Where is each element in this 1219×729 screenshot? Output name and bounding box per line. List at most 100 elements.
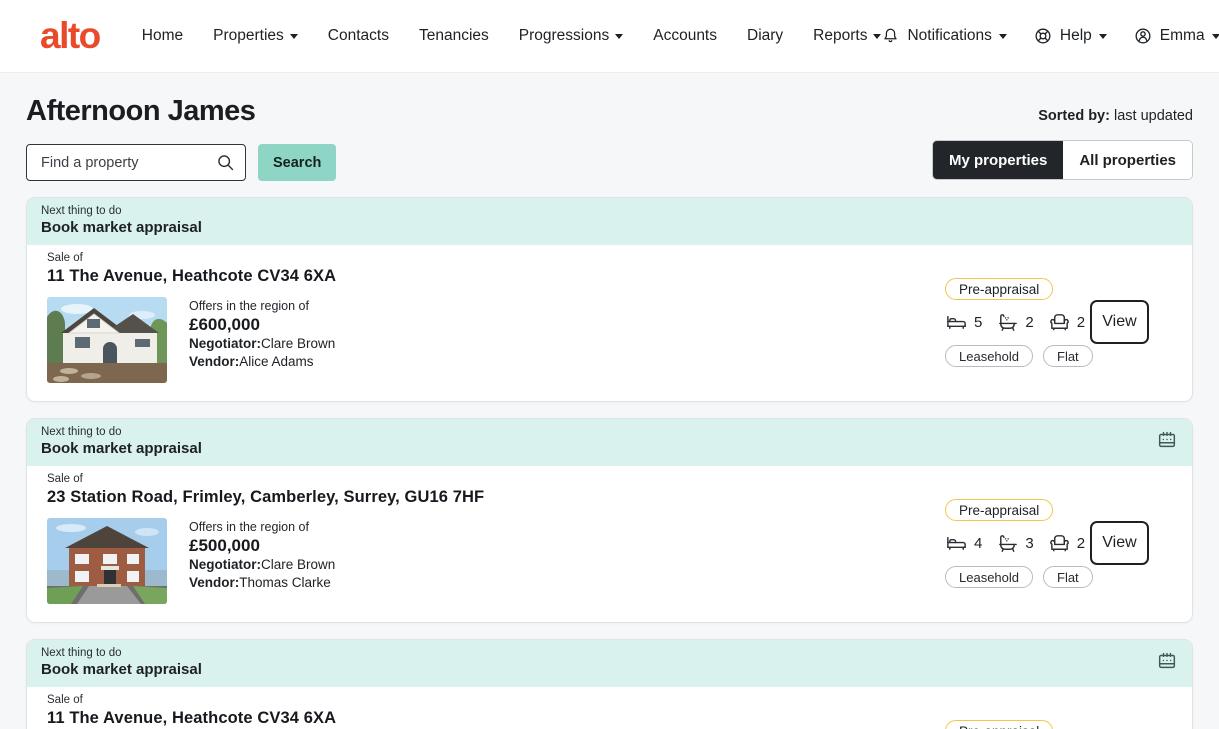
listing-details: Offers in the region of £600,000 Negotia… <box>189 297 335 383</box>
nav-item-properties[interactable]: Properties <box>213 27 298 45</box>
type-tag: Flat <box>1043 345 1093 367</box>
nav-item-tenancies[interactable]: Tenancies <box>418 27 489 44</box>
page-content: Afternoon James Sorted by: last updated … <box>0 95 1219 729</box>
next-thing-banner: Next thing to do Book market appraisal <box>27 419 1192 466</box>
calendar-icon[interactable] <box>1156 650 1178 677</box>
property-address: 11 The Avenue, Heathcote CV34 6XA <box>47 267 337 285</box>
next-thing-banner: Next thing to do Book market appraisal <box>27 198 1192 245</box>
nav-item-reports[interactable]: Reports <box>813 27 882 45</box>
bedrooms-count: 4 <box>945 532 982 555</box>
listing-type: Sale of <box>47 252 83 264</box>
next-thing-action: Book market appraisal <box>41 440 202 457</box>
negotiator-line: Negotiator:Clare Brown <box>189 336 336 351</box>
view-property-button[interactable]: View <box>1090 300 1149 344</box>
bathrooms-count: 3 <box>996 532 1034 555</box>
vendor-line: Vendor:Thomas Clarke <box>189 574 331 590</box>
next-thing-banner: Next thing to do Book market appraisal <box>27 640 1192 687</box>
property-tags: Leasehold Flat <box>945 345 1093 367</box>
listing-type: Sale of <box>47 694 83 706</box>
bath-icon <box>999 535 1018 552</box>
bell-icon <box>881 26 900 46</box>
bath-icon <box>999 314 1018 331</box>
property-address: 23 Station Road, Frimley, Camberley, Sur… <box>47 488 485 506</box>
property-card: Next thing to do Book market appraisal S… <box>26 197 1193 402</box>
nav-item-diary[interactable]: Diary <box>747 27 784 44</box>
property-card: Next thing to do Book market appraisal S… <box>26 639 1193 729</box>
listing-type: Sale of <box>47 473 83 485</box>
status-badge: Pre-appraisal <box>945 720 1054 729</box>
search-box <box>26 144 246 181</box>
receptions-count: 2 <box>1048 532 1085 555</box>
nav-item-home[interactable]: Home <box>141 27 184 44</box>
property-card-body: Sale of 11 The Avenue, Heathcote CV34 6X… <box>27 245 1192 401</box>
bedrooms-count: 5 <box>945 311 982 334</box>
bathrooms-count: 2 <box>996 311 1034 334</box>
user-menu[interactable]: Emma <box>1133 26 1219 46</box>
search-button[interactable]: Search <box>258 144 337 181</box>
sorted-by-value: last updated <box>1113 108 1193 124</box>
chevron-down-icon <box>873 34 882 39</box>
toggle-my-properties[interactable]: My properties <box>932 141 1064 179</box>
property-photo <box>47 297 167 383</box>
nav-item-progressions[interactable]: Progressions <box>519 27 624 45</box>
status-badge: Pre-appraisal <box>945 499 1054 521</box>
listing-details: Offers in the region of £500,000 Negotia… <box>189 518 335 604</box>
price: £500,000 <box>189 536 260 555</box>
sorted-by: Sorted by: last updated <box>1038 108 1193 128</box>
chevron-down-icon <box>289 34 298 39</box>
property-search: Search <box>26 144 337 181</box>
toggle-all-properties[interactable]: All properties <box>1063 141 1192 179</box>
property-tags: Leasehold Flat <box>945 566 1093 588</box>
sorted-by-label: Sorted by: <box>1038 108 1110 124</box>
tenure-tag: Leasehold <box>945 345 1033 367</box>
status-badge: Pre-appraisal <box>945 278 1054 300</box>
property-card-body: Sale of 11 The Avenue, Heathcote CV34 6X… <box>27 687 1192 729</box>
property-card-body: Sale of 23 Station Road, Frimley, Camber… <box>27 466 1192 622</box>
type-tag: Flat <box>1043 566 1093 588</box>
user-avatar-icon <box>1133 26 1153 46</box>
next-thing-label: Next thing to do <box>41 647 122 659</box>
property-stats: Pre-appraisal 4 3 2 <box>945 499 1093 588</box>
next-thing-action: Book market appraisal <box>41 219 202 236</box>
nav-item-contacts[interactable]: Contacts <box>327 27 389 44</box>
bed-icon <box>947 316 966 329</box>
property-photo <box>47 518 167 604</box>
search-input[interactable] <box>26 144 246 181</box>
armchair-icon <box>1049 314 1069 331</box>
chevron-down-icon <box>1211 34 1219 39</box>
property-address: 11 The Avenue, Heathcote CV34 6XA <box>47 709 337 727</box>
calendar-icon[interactable] <box>1156 429 1178 456</box>
vendor-line: Vendor:Alice Adams <box>189 353 314 369</box>
listing-row: Offers in the region of £600,000 Negotia… <box>47 297 1172 383</box>
property-stats: Pre-appraisal 5 2 2 <box>945 278 1093 367</box>
controls-row: Search My properties All properties <box>26 140 1193 181</box>
notifications-menu[interactable]: Notifications <box>881 26 1007 46</box>
chevron-down-icon <box>1098 34 1107 39</box>
next-thing-label: Next thing to do <box>41 205 122 217</box>
tenure-tag: Leasehold <box>945 566 1033 588</box>
bed-icon <box>947 537 966 550</box>
chevron-down-icon <box>998 34 1007 39</box>
lifebuoy-help-icon <box>1033 26 1053 46</box>
price: £600,000 <box>189 315 260 334</box>
price-qualifier: Offers in the region of <box>189 299 309 313</box>
page-header-row: Afternoon James Sorted by: last updated <box>26 95 1193 128</box>
nav-utilities: Notifications Help Emma <box>881 26 1219 46</box>
help-menu[interactable]: Help <box>1033 26 1107 46</box>
page-title: Afternoon James <box>26 95 256 127</box>
negotiator-line: Negotiator:Clare Brown <box>189 557 336 572</box>
top-navigation: alto Home Properties Contacts Tenancies … <box>0 0 1219 73</box>
room-counts: 5 2 2 <box>945 311 1093 334</box>
chevron-down-icon <box>615 34 624 39</box>
receptions-count: 2 <box>1048 311 1085 334</box>
armchair-icon <box>1049 535 1069 552</box>
property-card: Next thing to do Book market appraisal S… <box>26 418 1193 623</box>
listing-row: Offers in the region of £500,000 Negotia… <box>47 518 1172 604</box>
nav-item-accounts[interactable]: Accounts <box>653 27 717 44</box>
alto-logo[interactable]: alto <box>40 15 101 56</box>
properties-filter-toggle: My properties All properties <box>931 140 1193 180</box>
next-thing-action: Book market appraisal <box>41 661 202 678</box>
view-property-button[interactable]: View <box>1090 521 1149 565</box>
next-thing-label: Next thing to do <box>41 426 122 438</box>
